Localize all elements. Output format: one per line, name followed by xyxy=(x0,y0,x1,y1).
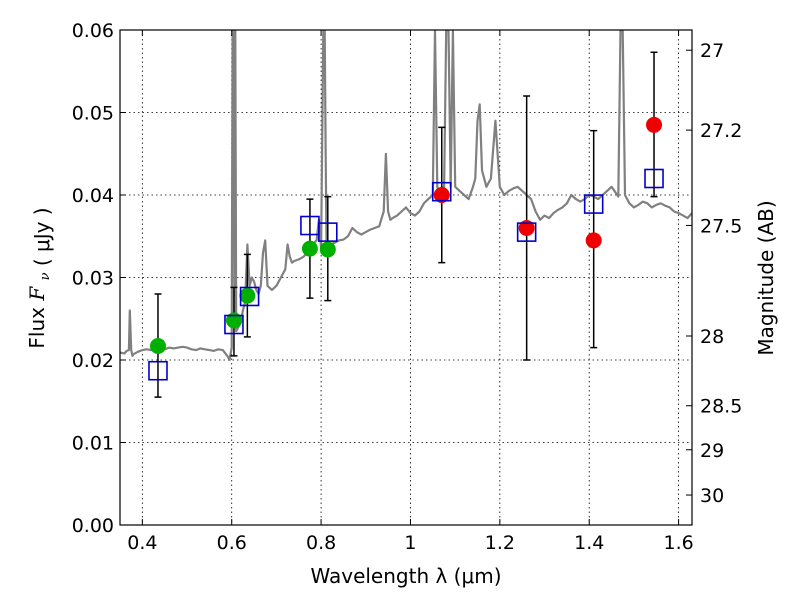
points-layer xyxy=(149,116,663,354)
y-label-symbol: F xyxy=(25,286,49,302)
y-tick-label: 0.00 xyxy=(72,515,114,537)
model-square xyxy=(317,222,338,242)
y-tick-label: 0.03 xyxy=(72,268,114,290)
y-tick-label: 0.01 xyxy=(72,433,114,455)
mag-tick-label: 28 xyxy=(700,326,724,348)
model-square xyxy=(239,286,260,307)
mag-tick-label: 27.5 xyxy=(700,215,742,237)
mag-tick-label: 30 xyxy=(700,485,724,507)
spectrum-layer xyxy=(120,30,692,362)
red-point xyxy=(433,187,450,203)
x-axis-label: Wavelength λ (μm) xyxy=(310,564,501,588)
y-tick-label: 0.06 xyxy=(72,20,114,42)
x-tick-label: 0.4 xyxy=(127,532,157,554)
spectrum-line xyxy=(120,30,692,362)
red-point xyxy=(646,116,663,133)
x-tick-label: 1 xyxy=(404,532,416,554)
red-point xyxy=(585,232,602,249)
x-tick-label: 0.8 xyxy=(306,532,336,554)
green-point xyxy=(149,337,166,354)
model-square xyxy=(583,194,604,214)
x-tick-label: 1.6 xyxy=(663,532,693,554)
model-square xyxy=(516,222,537,242)
model-square xyxy=(431,181,452,202)
y-axis-label: Flux F ν ( μJy ) xyxy=(25,207,54,348)
green-point xyxy=(319,241,336,258)
model-square xyxy=(148,360,168,381)
svg-text:Flux F ν: Flux F ν ( μJy ) xyxy=(25,207,54,348)
x-tick-label: 0.6 xyxy=(217,532,247,554)
y-label-prefix: Flux xyxy=(25,307,49,349)
ticks: 0.4 0.6 0.8 1 1.2 1.4 1.6 0.00 0.01 0.02 0.03 0.04 0… xyxy=(72,20,743,554)
red-point xyxy=(518,220,535,236)
mag-tick-label: 27.2 xyxy=(700,120,742,142)
y-label-subscript: ν xyxy=(38,272,53,280)
y-tick-label: 0.05 xyxy=(72,103,114,125)
mag-tick-label: 27 xyxy=(700,40,724,62)
model-square xyxy=(644,168,664,189)
green-point xyxy=(225,312,242,329)
y-tick-label: 0.04 xyxy=(72,185,114,207)
mag-tick-label: 29 xyxy=(700,440,724,462)
y2-axis-label: Magnitude (AB) xyxy=(754,200,778,355)
green-point xyxy=(301,240,318,257)
green-point xyxy=(239,287,256,304)
mag-tick-label: 28.5 xyxy=(700,396,742,418)
x-tick-label: 1.4 xyxy=(574,532,604,554)
x-tick-label: 1.2 xyxy=(485,532,515,554)
model-square xyxy=(224,314,244,335)
y-label-unit: ( μJy ) xyxy=(30,207,54,266)
squares-layer xyxy=(148,168,664,381)
y-tick-label: 0.02 xyxy=(72,350,114,372)
